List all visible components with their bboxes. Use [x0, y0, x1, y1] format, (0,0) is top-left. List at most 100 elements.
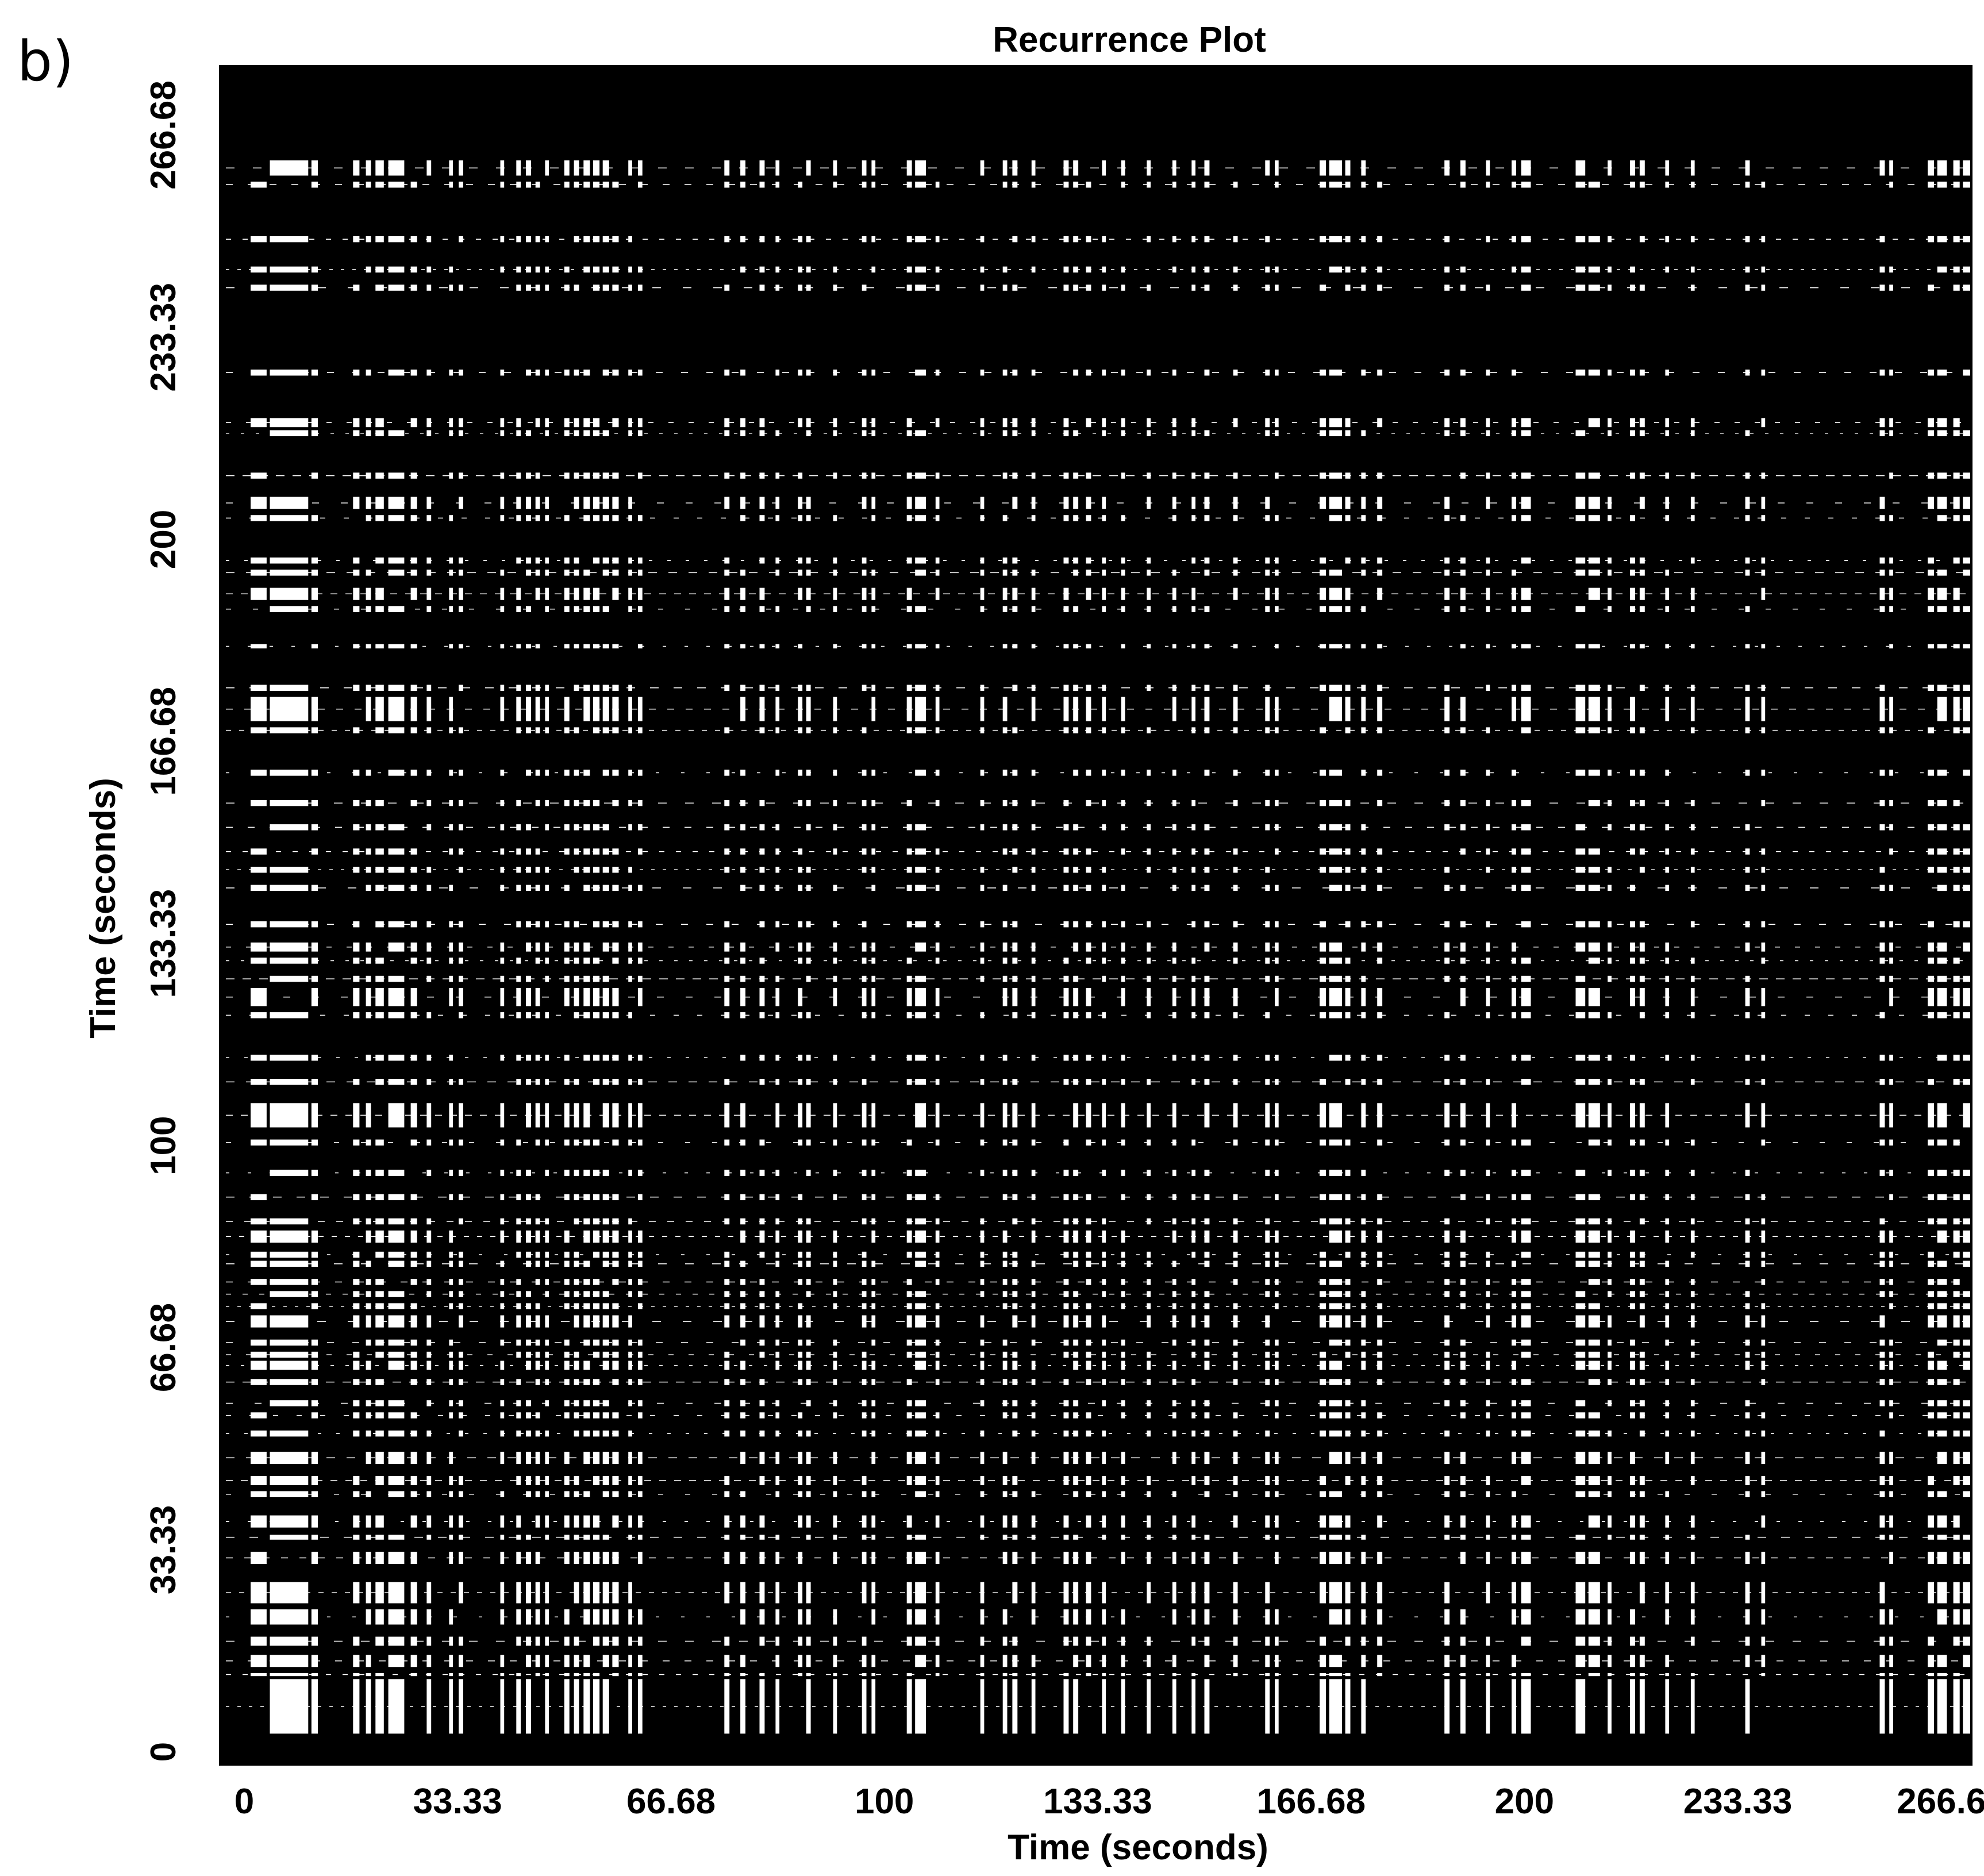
recurrence-cell	[806, 558, 811, 564]
recurrence-cell	[775, 1339, 780, 1346]
recurrence-cell	[353, 1139, 360, 1146]
recurrence-cell	[526, 266, 531, 273]
recurrence-cell	[545, 1139, 549, 1146]
recurrence-cell	[1745, 430, 1750, 436]
x-axis-label: Time (seconds)	[1008, 1828, 1268, 1867]
recurrence-cell	[1588, 1636, 1600, 1646]
recurrence-cell	[1444, 1400, 1450, 1406]
recurrence-cell	[1086, 1139, 1091, 1146]
recurrence-cell	[1377, 921, 1383, 928]
recurrence-cell	[1265, 418, 1270, 428]
recurrence-cell	[724, 1079, 730, 1085]
recurrence-cell	[915, 1218, 926, 1225]
recurrence-cell	[1361, 497, 1366, 509]
recurrence-cell	[1320, 430, 1326, 436]
recurrence-cell	[353, 1679, 360, 1734]
recurrence-cell	[1012, 1673, 1018, 1677]
recurrence-cell	[1444, 1451, 1450, 1464]
recurrence-cell	[1204, 472, 1210, 479]
recurrence-cell	[366, 958, 371, 964]
recurrence-cell	[833, 1655, 837, 1667]
recurrence-cell	[1879, 1291, 1885, 1297]
recurrence-cell	[535, 1012, 540, 1018]
recurrence-cell	[628, 1491, 632, 1497]
recurrence-cell	[583, 770, 590, 776]
recurrence-cell	[724, 1279, 730, 1285]
recurrence-cell	[1665, 1260, 1670, 1267]
recurrence-cell	[906, 727, 912, 733]
recurrence-cell	[500, 587, 505, 600]
recurrence-cell	[1928, 418, 1935, 428]
recurrence-cell	[1102, 921, 1106, 928]
recurrence-cell	[1953, 1230, 1960, 1243]
recurrence-cell	[798, 727, 803, 733]
recurrence-cell	[871, 770, 876, 776]
recurrence-cell	[1879, 1351, 1885, 1358]
recurrence-cell	[1928, 1412, 1935, 1418]
recurrence-cell	[935, 1251, 940, 1258]
recurrence-cell	[1329, 1655, 1342, 1667]
recurrence-cell	[612, 1303, 619, 1309]
recurrence-cell	[1102, 1315, 1106, 1328]
recurrence-cell	[1889, 1230, 1893, 1243]
x-tick-label: 166.68	[1256, 1782, 1366, 1821]
recurrence-cell	[724, 1430, 730, 1437]
recurrence-cell	[798, 885, 803, 891]
recurrence-cell	[366, 1551, 371, 1564]
recurrence-cell	[311, 1139, 318, 1146]
recurrence-cell	[775, 515, 780, 521]
recurrence-cell	[724, 182, 730, 188]
recurrence-cell	[1377, 418, 1383, 428]
recurrence-cell	[1928, 1351, 1935, 1358]
recurrence-cell	[1073, 285, 1079, 291]
recurrence-cell	[759, 515, 765, 521]
recurrence-cell	[1002, 1079, 1008, 1085]
recurrence-cell	[740, 1655, 745, 1667]
recurrence-cell	[1639, 587, 1645, 600]
recurrence-cell	[516, 1451, 521, 1464]
recurrence-cell	[516, 1303, 521, 1309]
recurrence-cell	[311, 1609, 318, 1625]
recurrence-cell	[1879, 1103, 1885, 1128]
recurrence-cell	[459, 1515, 463, 1528]
recurrence-cell	[1063, 1055, 1069, 1061]
recurrence-cell	[1639, 824, 1645, 831]
recurrence-cell	[1588, 1139, 1600, 1146]
recurrence-cell	[1665, 958, 1670, 964]
recurrence-cell	[500, 236, 505, 243]
recurrence-cell	[311, 1476, 318, 1485]
recurrence-cell	[1963, 1551, 1971, 1564]
recurrence-cell	[1889, 1535, 1893, 1540]
recurrence-cell	[426, 430, 432, 436]
recurrence-cell	[388, 285, 405, 291]
recurrence-cell	[1953, 1412, 1960, 1418]
recurrence-cell	[612, 1582, 619, 1604]
recurrence-cell	[564, 644, 570, 649]
recurrence-cell	[935, 1351, 940, 1358]
recurrence-cell	[935, 1636, 940, 1646]
recurrence-cell	[833, 1170, 837, 1176]
recurrence-cell	[1588, 1279, 1600, 1285]
recurrence-cell	[1460, 1360, 1466, 1370]
recurrence-cell	[1745, 497, 1750, 509]
recurrence-cell	[564, 1139, 570, 1146]
recurrence-cell	[1345, 606, 1351, 612]
recurrence-cell	[545, 160, 549, 176]
recurrence-cell	[1486, 1412, 1490, 1418]
recurrence-cell	[935, 848, 940, 855]
recurrence-cell	[862, 1351, 867, 1358]
recurrence-cell	[564, 1303, 570, 1309]
recurrence-cell	[574, 1194, 579, 1201]
recurrence-cell	[426, 587, 432, 600]
recurrence-cell	[1588, 727, 1600, 733]
recurrence-cell	[871, 1379, 876, 1385]
recurrence-cell	[1377, 515, 1383, 521]
recurrence-cell	[915, 1360, 926, 1370]
recurrence-cell	[353, 497, 360, 509]
recurrence-cell	[1665, 1491, 1670, 1497]
recurrence-cell	[1345, 799, 1351, 806]
recurrence-cell	[740, 570, 745, 576]
recurrence-cell	[1204, 1412, 1210, 1418]
recurrence-cell	[1486, 1315, 1490, 1328]
recurrence-cell	[1329, 770, 1342, 776]
